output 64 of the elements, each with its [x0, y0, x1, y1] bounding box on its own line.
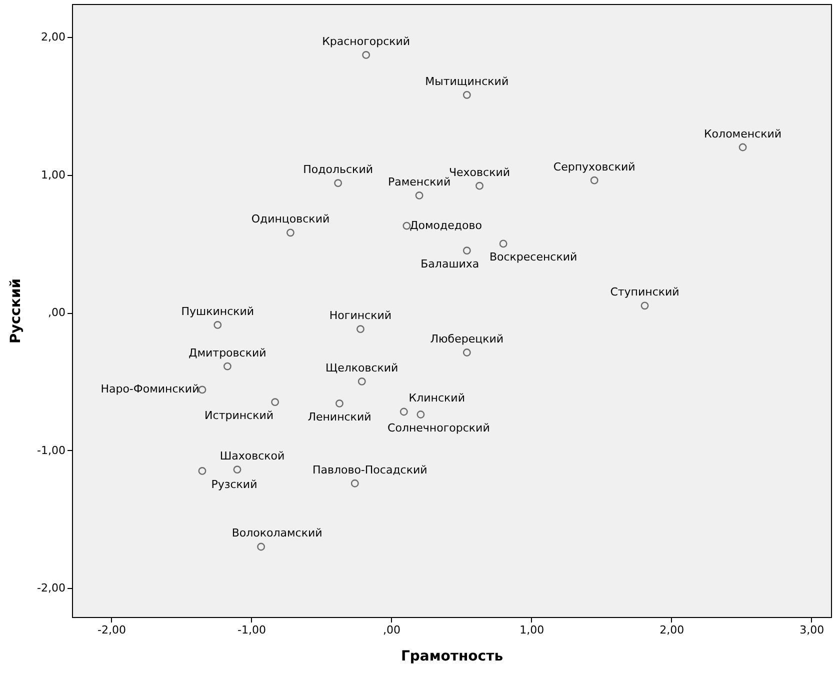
data-label: Наро-Фоминский — [100, 382, 200, 396]
y-tick-label: -1,00 — [37, 444, 66, 457]
point — [336, 400, 344, 408]
x-tick-label: 3,00 — [800, 624, 824, 636]
data-label: Волоколамский — [232, 526, 322, 540]
y-tick-label: ,00 — [48, 306, 66, 320]
point — [362, 51, 370, 59]
data-label: Коломенский — [704, 127, 782, 140]
point — [233, 466, 242, 474]
data-label: Дмитровский — [188, 346, 266, 360]
y-tick-label: 2,00 — [41, 30, 66, 44]
point — [462, 246, 471, 255]
data-label: Павлово-Посадский — [312, 463, 428, 476]
point — [416, 410, 425, 418]
point — [286, 228, 294, 237]
data-label: Шаховской — [220, 450, 285, 463]
point — [198, 467, 206, 475]
x-tick-label: -2,00 — [97, 624, 126, 636]
point — [476, 182, 484, 190]
data-label: Рузский — [211, 478, 258, 491]
x-tick-label: 1,00 — [520, 624, 544, 636]
point — [462, 348, 471, 356]
data-label: Одинцовский — [251, 212, 330, 226]
point — [358, 377, 366, 386]
data-label: Истринский — [204, 409, 274, 422]
y-tick-label: 1,00 — [41, 168, 66, 182]
point — [400, 408, 408, 416]
point — [257, 542, 266, 551]
point — [198, 386, 206, 394]
point — [334, 179, 342, 188]
data-label: Серпуховский — [553, 160, 636, 174]
point — [350, 479, 359, 488]
data-label: Ногинский — [329, 309, 392, 322]
x-axis-title: Грамотность — [400, 648, 504, 664]
data-label: Щелковский — [326, 361, 398, 374]
data-label: Солнечногорский — [388, 422, 490, 435]
point — [415, 192, 424, 200]
point — [738, 143, 747, 152]
point — [499, 240, 508, 248]
data-label: Мытищинский — [425, 74, 509, 88]
point — [590, 176, 598, 184]
point — [640, 302, 649, 310]
y-axis-title: Русский — [8, 278, 24, 344]
data-label: Балашиха — [420, 258, 480, 271]
data-label: Ленинский — [308, 410, 372, 424]
x-tick-label: ,00 — [383, 624, 401, 636]
data-label: Пушкинский — [181, 304, 254, 318]
x-tick-label: 2,00 — [660, 624, 684, 636]
y-tick-label: -2,00 — [37, 582, 66, 595]
point — [356, 325, 364, 334]
point — [214, 321, 222, 329]
data-label: Подольский — [303, 163, 373, 176]
data-label: Чеховский — [448, 166, 510, 179]
x-tick-label: -1,00 — [238, 624, 266, 636]
data-label: Красногорский — [322, 34, 410, 48]
data-label: Ступинский — [610, 286, 680, 299]
data-label: Домодедово — [410, 218, 482, 232]
data-label: Воскресенский — [489, 250, 578, 264]
point — [223, 362, 232, 370]
data-label: Раменский — [388, 175, 451, 188]
point — [462, 90, 471, 99]
data-label: Люберецкий — [430, 332, 504, 346]
point — [271, 398, 280, 406]
data-label: Клинский — [408, 392, 465, 405]
